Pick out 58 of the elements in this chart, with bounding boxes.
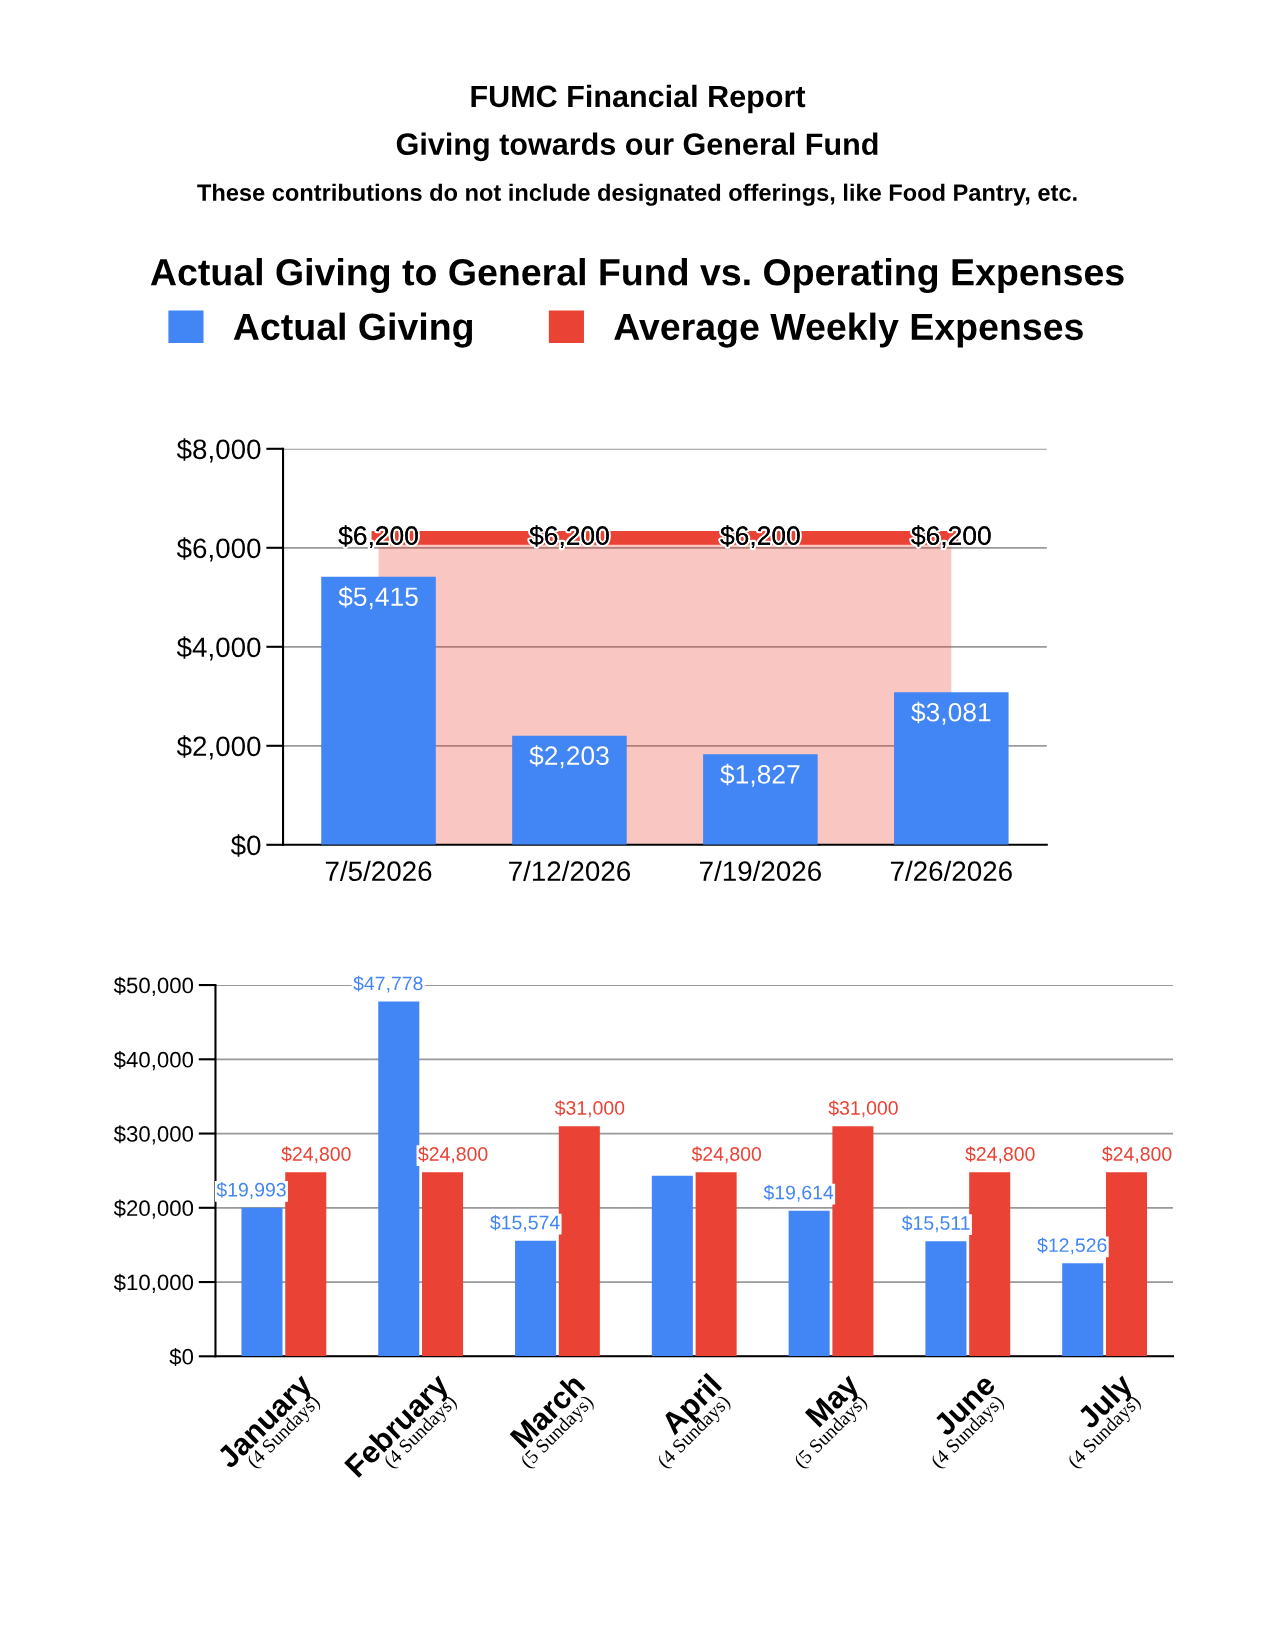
bar xyxy=(512,735,627,845)
data-label: $6,200 xyxy=(720,525,800,549)
y-tick-label: $10,000 xyxy=(113,1273,194,1293)
bar xyxy=(378,1001,420,1357)
data-label: $2,203 xyxy=(529,745,609,769)
y-tick-label: $40,000 xyxy=(113,1050,194,1071)
data-label: $5,415 xyxy=(338,586,418,610)
data-label: $12,526 xyxy=(1037,1237,1107,1255)
data-label: $6,200 xyxy=(529,525,609,549)
bar xyxy=(321,576,436,845)
x-tick-label: 7/26/2026 xyxy=(890,860,1012,882)
bar xyxy=(422,1172,464,1357)
text: FUMC Financial Report xyxy=(471,84,806,114)
data-label: $19,993 xyxy=(216,1182,286,1199)
y-tick-label: $0 xyxy=(169,1347,194,1366)
bar xyxy=(1062,1263,1104,1357)
x-tick-label: 7/19/2026 xyxy=(700,860,821,882)
y-tick-label: $50,000 xyxy=(113,976,194,996)
text: Giving towards our General Fund xyxy=(396,132,878,162)
y-tick-label: $6,000 xyxy=(176,537,261,562)
bar xyxy=(1105,1172,1148,1357)
bar xyxy=(969,1172,1011,1357)
bar xyxy=(695,1172,737,1357)
data-label: $15,574 xyxy=(490,1214,560,1232)
x-tick-label: 7/5/2026 xyxy=(325,860,432,882)
bar xyxy=(894,692,1009,845)
y-tick-label: $2,000 xyxy=(176,735,261,760)
bar xyxy=(788,1210,830,1357)
chart-title: Actual Giving to General Fund vs. Operating Expenses xyxy=(150,257,1124,294)
data-label: $15,511 xyxy=(901,1215,970,1233)
y-tick-label: $8,000 xyxy=(176,438,261,463)
legend-label: Actual Giving xyxy=(233,312,473,348)
y-tick-label: $20,000 xyxy=(113,1199,194,1219)
bar xyxy=(241,1207,283,1357)
data-label: $31,000 xyxy=(828,1100,898,1118)
y-tick-label: $4,000 xyxy=(176,636,261,661)
data-label: $24,800 xyxy=(281,1146,351,1164)
y-tick-label: $0 xyxy=(230,834,261,857)
bar xyxy=(651,1175,693,1357)
bar xyxy=(515,1240,557,1357)
data-label: $24,800 xyxy=(1102,1146,1172,1164)
bar xyxy=(558,1126,600,1357)
data-label: $24,800 xyxy=(965,1146,1035,1164)
legend-label: Average Weekly Expenses xyxy=(614,312,1083,348)
bar xyxy=(285,1172,327,1357)
data-label: $24,800 xyxy=(418,1146,488,1164)
y-tick-label: $30,000 xyxy=(113,1125,194,1145)
bar xyxy=(925,1241,967,1357)
data-label: $31,000 xyxy=(554,1100,625,1118)
data-label: $1,827 xyxy=(720,763,800,787)
bar xyxy=(703,754,818,845)
bar xyxy=(832,1126,874,1357)
data-label: $24,800 xyxy=(691,1146,762,1164)
data-label: $19,614 xyxy=(763,1184,834,1202)
data-label: $3,081 xyxy=(911,701,991,725)
text: These contributions do not include designated offerings, like Food Pantry, etc. xyxy=(197,183,1077,206)
data-label: $47,778 xyxy=(353,975,423,993)
x-tick-label: 7/12/2026 xyxy=(509,860,631,882)
